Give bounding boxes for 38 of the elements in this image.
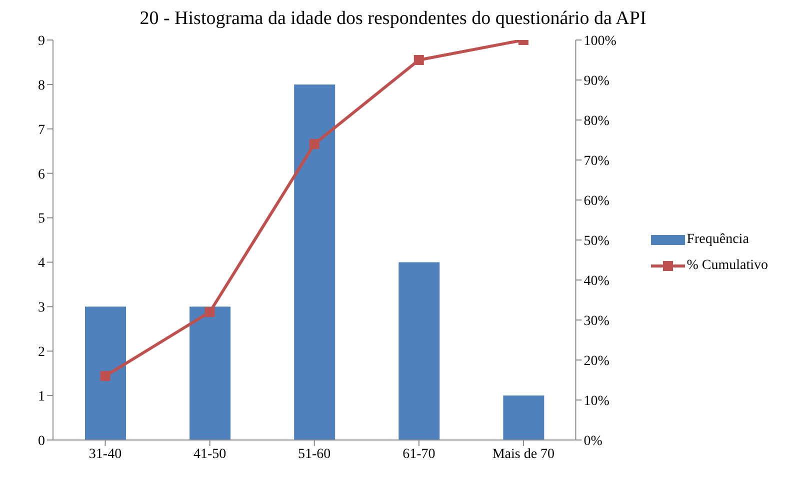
legend-label: Frequência	[686, 232, 749, 248]
y2-tick-label: 60%	[584, 194, 610, 209]
x-tick-label: 41-50	[193, 446, 226, 462]
point	[100, 371, 110, 381]
y2-tick-label: 40%	[584, 274, 610, 289]
y-tick-label: 0	[38, 434, 45, 449]
y2-tick-label: 50%	[584, 234, 610, 249]
x-tick-label: 61-70	[402, 446, 436, 462]
y-tick-label: 3	[38, 300, 45, 316]
chart-title: 20 - Histograma da idade dos respondentes do questionário da API	[138, 8, 648, 30]
x-tick-label: 51-60	[298, 446, 331, 462]
x-tick-label: Mais de 70	[492, 446, 555, 462]
point	[414, 55, 424, 65]
y-tick-label: 1	[38, 390, 45, 405]
bar	[190, 306, 231, 440]
y2-tick-label: 70%	[584, 154, 610, 169]
x-tick-label: 31-40	[88, 446, 122, 462]
y2-tick-label: 30%	[584, 314, 610, 329]
y2-tick-label: 10%	[584, 394, 610, 409]
y-tick-label: 7	[38, 122, 45, 138]
bar	[85, 306, 126, 440]
y-tick-label: 9	[38, 34, 45, 49]
bar	[294, 84, 336, 440]
y-tick-label: 2	[38, 345, 45, 360]
y2-tick-label: 20%	[584, 354, 610, 369]
bar	[503, 396, 544, 440]
y2-tick-label: 90%	[584, 74, 610, 89]
y-tick-label: 5	[38, 212, 45, 227]
y2-tick-label: 80%	[584, 114, 610, 129]
bar	[398, 262, 440, 440]
point	[309, 139, 320, 149]
y-tick-label: 4	[38, 256, 45, 272]
y-tick-label: 8	[38, 78, 45, 94]
legend-label: % Cumulativo	[686, 258, 768, 274]
y2-tick-label: 0%	[584, 434, 603, 449]
y-tick-label: 6	[38, 167, 45, 182]
point	[204, 307, 215, 317]
y2-tick-label: 100%	[584, 34, 617, 49]
